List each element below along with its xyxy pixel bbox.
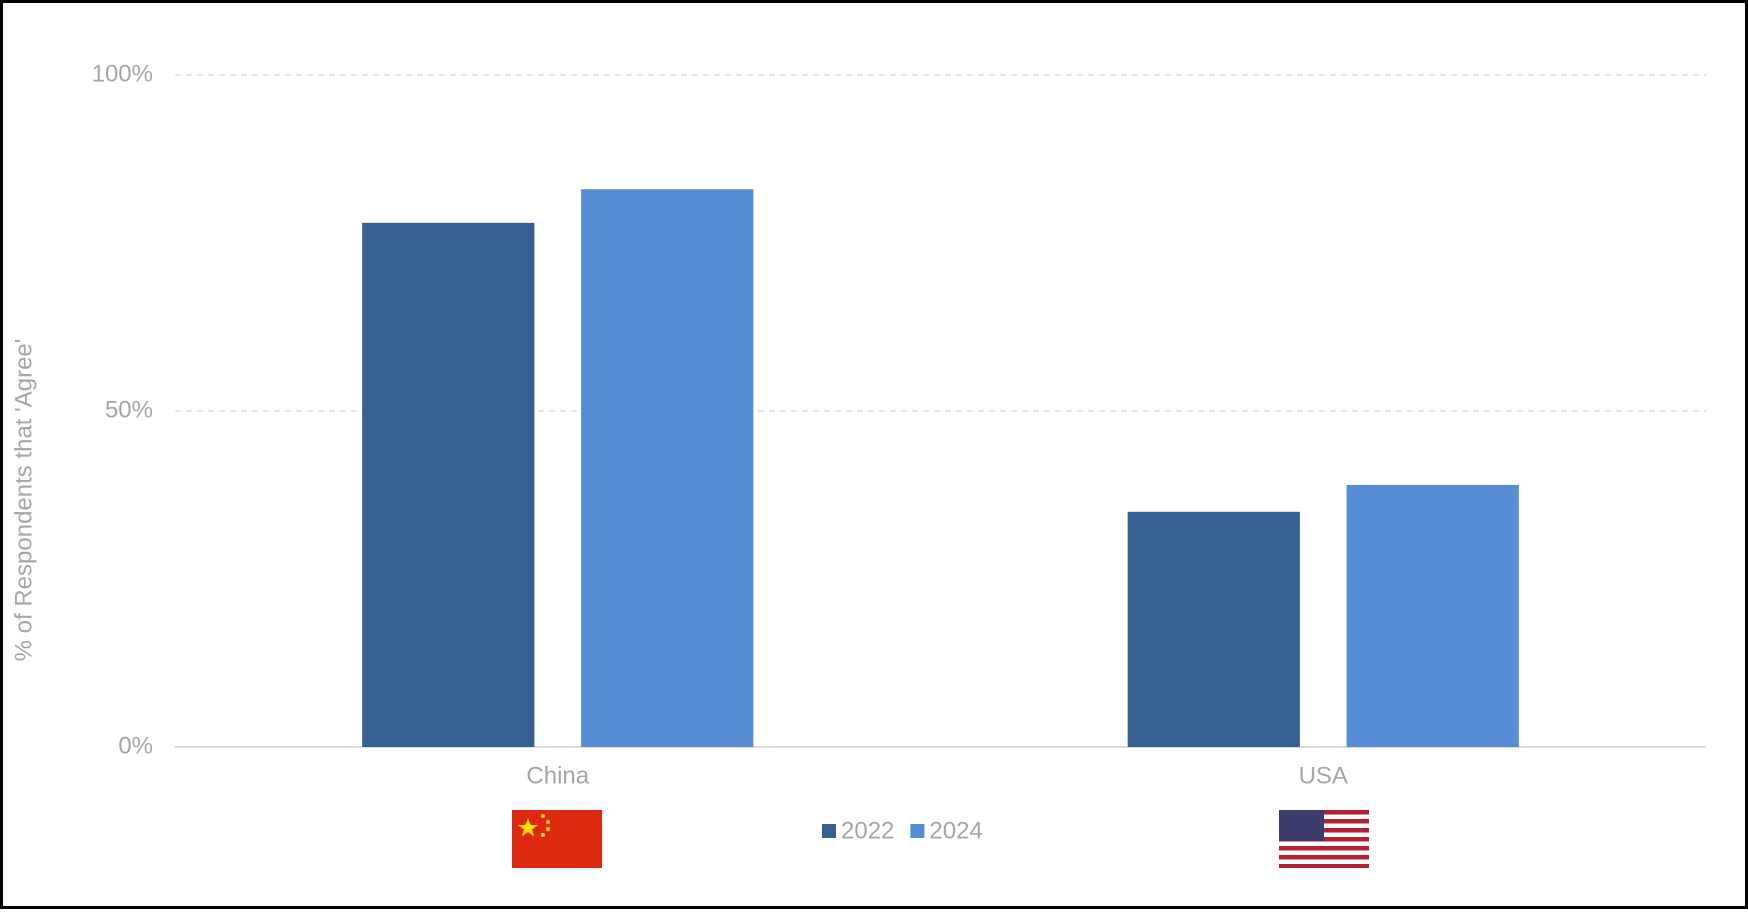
china-flag <box>512 810 602 868</box>
y-tick-label: 100% <box>92 60 153 87</box>
x-tick-label: China <box>526 762 589 789</box>
legend-label: 2022 <box>841 817 894 844</box>
legend-swatch <box>822 824 836 838</box>
legend-label: 2024 <box>929 817 982 844</box>
bar <box>1127 511 1300 747</box>
usa-flag <box>1279 810 1369 868</box>
y-tick-label: 0% <box>118 732 153 759</box>
legend-swatch <box>910 824 925 838</box>
bar <box>581 189 754 748</box>
y-tick-label: 50% <box>105 396 153 423</box>
bar <box>1346 484 1519 747</box>
x-tick-label: USA <box>1299 762 1348 789</box>
bar <box>362 222 535 748</box>
y-axis-title: % of Respondents that 'Agree' <box>10 339 37 662</box>
